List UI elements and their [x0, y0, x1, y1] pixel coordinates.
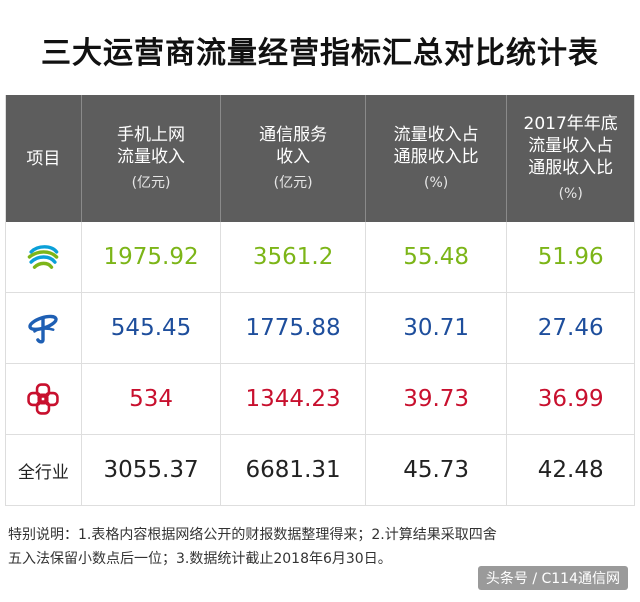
- header-label: 流量收入占: [528, 135, 614, 156]
- china-telecom-logo: [6, 293, 82, 363]
- cell-value: 45.73: [366, 435, 508, 505]
- header-label: 流量收入占: [393, 124, 479, 145]
- cell-value: 27.46: [537, 315, 604, 341]
- header-label: 手机上网: [117, 124, 186, 145]
- header-label: 通服收入比: [528, 157, 614, 178]
- table-header: 项目 手机上网 流量收入 (亿元) 通信服务 收入 (亿元) 流量收入占 通服收…: [6, 95, 634, 222]
- header-2017-traffic-share: 2017年年底 流量收入占 通服收入比 (%): [507, 95, 634, 222]
- header-item-label: 项目: [26, 148, 61, 169]
- header-unit: (%): [558, 185, 583, 202]
- header-label: 2017年年底: [523, 113, 618, 134]
- watermark-label: 头条号 / C114通信网: [477, 566, 628, 590]
- header-label: 通服收入比: [393, 146, 479, 167]
- footnote: 特别说明：1.表格内容根据网络公开的财报数据整理得来；2.计算结果采取四舍 五入…: [8, 523, 633, 571]
- header-label: 通信服务: [259, 124, 328, 145]
- china-mobile-icon: [28, 245, 59, 269]
- comparison-table: 项目 手机上网 流量收入 (亿元) 通信服务 收入 (亿元) 流量收入占 通服收…: [5, 95, 635, 506]
- total-label: 全行业: [6, 435, 82, 505]
- cell-value: 42.48: [537, 457, 604, 483]
- header-item: 项目: [6, 95, 82, 222]
- cell-value: 36.99: [537, 386, 604, 412]
- cell-value: 3561.2: [221, 222, 366, 292]
- table-row-china-telecom: 545.45 1775.88 30.71 27.46: [6, 293, 634, 364]
- header-unit: (亿元): [273, 174, 313, 191]
- table-row-total: 全行业 3055.37 6681.31 45.73 42.48: [6, 435, 634, 506]
- cell-value: 39.73: [366, 364, 508, 434]
- footnote-line: 特别说明：1.表格内容根据网络公开的财报数据整理得来；2.计算结果采取四舍: [8, 527, 497, 543]
- china-telecom-icon: [28, 314, 59, 344]
- cell-value: 534: [82, 364, 222, 434]
- cell-value: 545.45: [82, 293, 222, 363]
- cell-value: 30.71: [366, 293, 508, 363]
- cell-value: 1975.92: [82, 222, 222, 292]
- header-telecom-service-revenue: 通信服务 收入 (亿元): [221, 95, 366, 222]
- header-unit: (%): [424, 174, 449, 191]
- cell-value: 1344.23: [221, 364, 366, 434]
- header-label: 流量收入: [117, 146, 186, 167]
- table-row-china-mobile: 1975.92 3561.2 55.48 51.96: [6, 222, 634, 293]
- cell-value: 3055.37: [82, 435, 222, 505]
- cell-value: 6681.31: [221, 435, 366, 505]
- header-traffic-share: 流量收入占 通服收入比 (%): [366, 95, 508, 222]
- header-unit: (亿元): [131, 174, 171, 191]
- china-mobile-logo: [6, 222, 82, 292]
- cell-value: 1775.88: [221, 293, 366, 363]
- header-label: 收入: [276, 146, 311, 167]
- table-row-china-unicom: 534 1344.23 39.73 36.99: [6, 364, 634, 435]
- footnote-line: 五入法保留小数点后一位；3.数据统计截止2018年6月30日。: [8, 551, 392, 567]
- china-unicom-icon: [27, 383, 60, 415]
- page-title: 三大运营商流量经营指标汇总对比统计表: [41, 36, 599, 71]
- header-mobile-traffic-revenue: 手机上网 流量收入 (亿元): [82, 95, 222, 222]
- cell-value: 55.48: [366, 222, 508, 292]
- cell-value: 51.96: [537, 244, 604, 270]
- china-unicom-logo: [6, 364, 82, 434]
